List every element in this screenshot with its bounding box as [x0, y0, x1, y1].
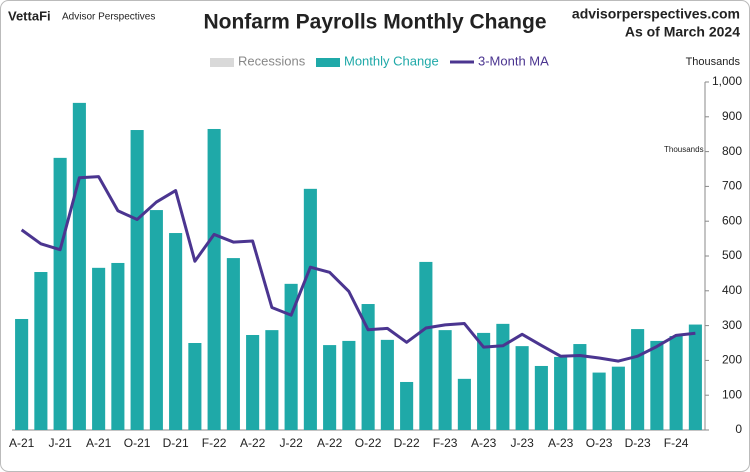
- bar: [72, 102, 86, 430]
- x-tick-label: A-23: [548, 436, 574, 450]
- y-tick-label: 900: [722, 109, 742, 123]
- bar: [554, 356, 568, 430]
- annotation: Thousands: [664, 145, 704, 154]
- bar: [669, 336, 683, 430]
- bar: [207, 128, 221, 431]
- x-tick-label: D-21: [163, 436, 189, 450]
- bar: [361, 304, 375, 430]
- bar: [438, 330, 452, 430]
- y-axis-label: Thousands: [686, 56, 741, 68]
- y-tick-label: 500: [722, 248, 742, 262]
- legend-swatch: [316, 58, 340, 67]
- legend-swatch: [210, 58, 234, 67]
- x-tick-label: D-23: [625, 436, 651, 450]
- y-tick-label: 700: [722, 179, 742, 193]
- legend-label: Monthly Change: [344, 53, 439, 68]
- bar: [534, 365, 548, 430]
- x-tick-label: A-22: [240, 436, 266, 450]
- x-tick-label: J-22: [279, 436, 303, 450]
- as-of: As of March 2024: [625, 24, 740, 40]
- x-tick-label: A-23: [471, 436, 497, 450]
- bar: [130, 130, 144, 431]
- legend-label: 3-Month MA: [478, 53, 549, 68]
- bar: [400, 381, 414, 430]
- bar: [265, 330, 279, 430]
- x-tick-label: F-23: [433, 436, 458, 450]
- y-tick-label: 400: [722, 283, 742, 297]
- bar: [611, 366, 625, 430]
- x-tick-label: J-23: [510, 436, 534, 450]
- bar: [188, 343, 202, 430]
- x-tick-label: F-22: [202, 436, 227, 450]
- ma-line: [20, 175, 696, 363]
- chart-title: Nonfarm Payrolls Monthly Change: [203, 11, 546, 34]
- x-tick-label: D-22: [394, 436, 420, 450]
- bar: [149, 210, 163, 430]
- bar: [34, 272, 48, 430]
- bar: [477, 332, 491, 430]
- x-tick-label: A-21: [9, 436, 35, 450]
- x-tick-label: A-21: [86, 436, 112, 450]
- bar: [53, 157, 67, 430]
- x-tick-label: J-21: [48, 436, 72, 450]
- y-tick-label: 1,000: [712, 74, 742, 88]
- y-tick-label: 200: [722, 353, 742, 367]
- source: advisorperspectives.com: [572, 6, 740, 22]
- x-tick-label: O-21: [124, 436, 151, 450]
- bar: [496, 323, 510, 430]
- bar: [380, 339, 394, 430]
- bar: [342, 340, 356, 430]
- brand-sub: Advisor Perspectives: [62, 12, 155, 23]
- brand: VettaFi: [8, 8, 51, 23]
- bar: [246, 334, 260, 430]
- y-tick-label: 800: [722, 144, 742, 158]
- bar: [169, 233, 183, 430]
- x-tick-label: O-22: [355, 436, 382, 450]
- bar: [323, 345, 337, 430]
- y-tick-label: 300: [722, 318, 742, 332]
- bar: [303, 188, 317, 430]
- bar: [573, 344, 587, 430]
- y-tick-label: 600: [722, 213, 742, 227]
- x-tick-label: A-22: [317, 436, 343, 450]
- bar: [515, 346, 529, 430]
- x-tick-label: F-24: [664, 436, 689, 450]
- bar: [650, 340, 664, 430]
- y-tick-label: 100: [722, 387, 742, 401]
- bar: [111, 262, 125, 430]
- bar: [15, 318, 29, 430]
- x-tick-label: O-23: [586, 436, 613, 450]
- bar: [92, 267, 106, 430]
- bar: [631, 329, 645, 430]
- bar: [592, 372, 606, 430]
- bar: [419, 261, 433, 430]
- bar: [688, 324, 702, 430]
- y-tick-label: 0: [735, 422, 742, 436]
- bar: [457, 378, 471, 430]
- bar: [226, 258, 240, 430]
- bar: [284, 283, 298, 430]
- legend-label: Recessions: [238, 53, 306, 68]
